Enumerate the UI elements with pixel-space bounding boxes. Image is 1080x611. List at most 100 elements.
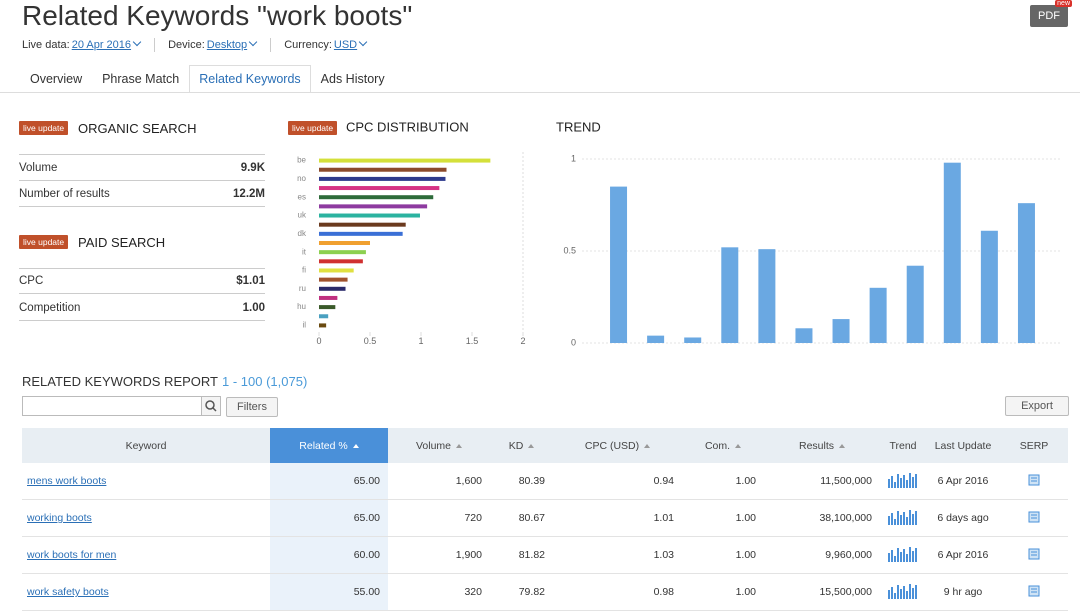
cell: 0.94 [553,463,682,500]
tab[interactable]: Ads History [320,72,385,86]
keyword-link[interactable]: working boots [27,512,92,524]
cell: 38,100,000 [764,499,880,537]
keyword-link[interactable]: work safety boots [27,586,109,598]
cell: mens work boots [22,463,270,500]
serp-cell [1000,463,1068,500]
bar [319,305,336,310]
bar [319,222,406,227]
tab[interactable]: Related Keywords [189,65,311,93]
column-header[interactable]: Volume [388,428,490,463]
y-tick-label: fi [302,266,306,275]
search-button[interactable] [201,396,221,416]
cell: 1,900 [388,536,490,574]
filters-button[interactable]: Filters [226,397,278,417]
column-header[interactable]: Related % [270,428,388,463]
column-header[interactable]: Results [764,428,880,463]
header-text: CPC (USD) [584,439,640,452]
bar [943,162,961,343]
cell: 80.39 [490,463,553,500]
bar [610,186,628,343]
live-badge: live update [288,121,338,135]
y-tick-label: hu [297,302,306,311]
cell: 1.01 [553,499,682,537]
bar [980,230,998,343]
bar [319,259,363,264]
bar [795,328,813,343]
header-text: Related % [299,439,348,452]
date-select[interactable]: 20 Apr 2016 [71,38,132,51]
stat-row: Competition 1.00 [19,302,265,321]
serp-icon[interactable] [1028,585,1040,597]
bar [906,265,924,343]
tab[interactable]: Overview [30,72,83,86]
currency-select[interactable]: USD [333,38,358,51]
trend-cell [880,463,926,500]
live-badge: live update [19,235,69,249]
chart-title: CPC DISTRIBUTION [346,119,469,134]
y-tick-label: be [297,156,306,165]
sort-icon [644,443,651,448]
trend-cell [880,536,926,574]
cell: 1.00 [682,463,764,500]
bar [319,204,428,209]
column-header[interactable]: Keyword [22,428,270,463]
stat-label: Number of results [19,188,110,200]
column-header[interactable]: Trend [880,428,926,463]
report-range: 1 - 100 (1,075) [222,374,308,389]
stat-value: 12.2M [233,188,265,200]
bar [319,213,420,218]
serp-icon[interactable] [1028,474,1040,486]
cell: 65.00 [270,499,388,537]
bar [647,335,665,343]
header-text: Last Update [934,439,992,452]
live-badge: live update [19,121,69,135]
stat-value: $1.01 [236,275,265,287]
serp-icon[interactable] [1028,548,1040,560]
sort-icon [456,443,463,448]
column-header[interactable]: Com. [682,428,764,463]
y-tick-label: 1 [571,153,576,163]
column-header[interactable]: CPC (USD) [553,428,682,463]
cell: 1.03 [553,536,682,574]
export-button[interactable]: Export [1005,396,1069,416]
cell: 9,960,000 [764,536,880,574]
cell: 6 Apr 2016 [926,536,1000,574]
bar [319,295,338,300]
stat-value: 1.00 [242,302,265,314]
page-title: Related Keywords "work boots" [22,0,413,31]
search-input[interactable] [22,396,204,416]
pdf-button[interactable]: PDF [1030,5,1068,27]
column-header[interactable]: Last Update [926,428,1000,463]
x-tick-label: 1 [418,336,423,346]
bar [319,277,348,282]
tabs: Overview Phrase Match Related Keywords Ads … [20,65,395,93]
keyword-link[interactable]: mens work boots [27,475,107,487]
report-title: RELATED KEYWORDS REPORT 1 - 100 (1,075) [22,374,307,389]
column-header[interactable]: KD [490,428,553,463]
cell: 60.00 [270,536,388,574]
stat-row: Volume 9.9K [19,162,265,181]
divider [0,92,1080,93]
stat-label: Competition [19,302,81,314]
table-row: work boots for men 60.00 1,900 81.82 1.03 1.0… [22,536,1068,574]
column-header[interactable]: SERP [1000,428,1068,463]
y-tick-label: il [302,321,306,330]
table-row: mens work boots 65.00 1,600 80.39 0.94 1.00 11… [22,463,1068,500]
x-tick-label: 0.5 [364,336,377,346]
header-text: Com. [704,439,731,452]
x-tick-label: 2 [520,336,525,346]
bar [319,186,440,191]
bar [832,319,850,343]
label: Currency: [284,38,332,51]
device-select[interactable]: Desktop [206,38,248,51]
x-tick-label: 0 [316,336,321,346]
stat-row: Number of results 12.2M [19,188,265,207]
report-heading: RELATED KEYWORDS REPORT [22,374,218,389]
serp-cell [1000,536,1068,574]
tab[interactable]: Phrase Match [102,72,180,86]
serp-icon[interactable] [1028,511,1040,523]
y-tick-label: uk [298,211,307,220]
y-tick-label: dk [298,229,307,238]
keyword-link[interactable]: work boots for men [27,549,117,561]
y-tick-label: 0 [571,337,576,347]
